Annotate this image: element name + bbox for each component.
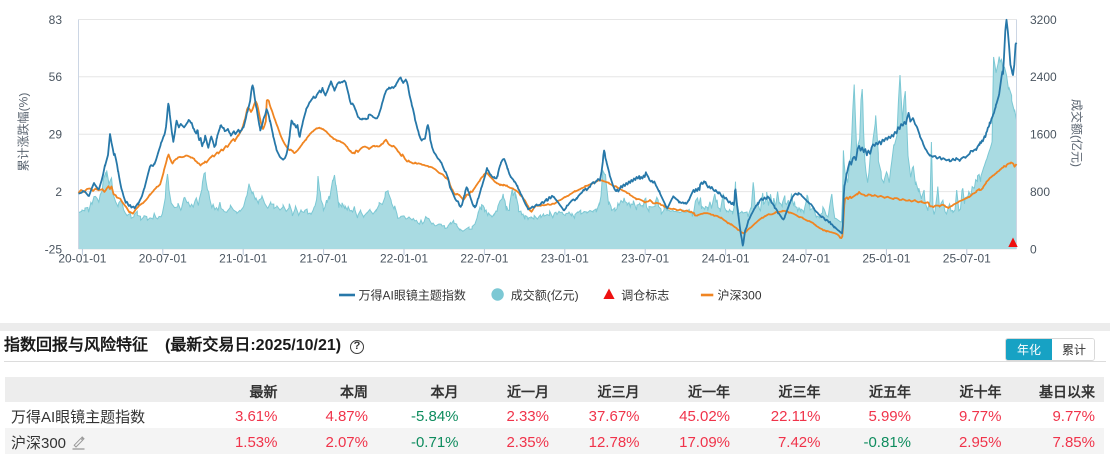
svg-text:0: 0 <box>1030 242 1037 256</box>
svg-text:万得AI眼镜主题指数: 万得AI眼镜主题指数 <box>359 288 466 303</box>
svg-text:沪深300: 沪深300 <box>718 289 762 303</box>
svg-text:3200: 3200 <box>1030 13 1057 27</box>
svg-text:23-01-01: 23-01-01 <box>541 252 589 266</box>
svg-text:成交额(亿元): 成交额(亿元) <box>511 288 579 303</box>
svg-text:成交额(亿元): 成交额(亿元) <box>1070 99 1085 167</box>
svg-text:25-07-01: 25-07-01 <box>943 252 991 266</box>
svg-text:2: 2 <box>55 185 62 199</box>
svg-text:83: 83 <box>49 13 63 27</box>
svg-text:20-01-01: 20-01-01 <box>58 252 106 266</box>
svg-text:23-07-01: 23-07-01 <box>621 252 669 266</box>
svg-text:56: 56 <box>49 70 63 84</box>
svg-text:20-07-01: 20-07-01 <box>139 252 187 266</box>
svg-text:25-01-01: 25-01-01 <box>862 252 910 266</box>
svg-text:22-01-01: 22-01-01 <box>380 252 428 266</box>
svg-text:800: 800 <box>1030 185 1050 199</box>
svg-text:-25: -25 <box>45 242 63 256</box>
svg-text:21-01-01: 21-01-01 <box>219 252 267 266</box>
svg-text:21-07-01: 21-07-01 <box>300 252 348 266</box>
svg-text:调仓标志: 调仓标志 <box>621 289 669 303</box>
svg-text:2400: 2400 <box>1030 70 1057 84</box>
svg-text:累计涨跌幅(%): 累计涨跌幅(%) <box>16 93 31 172</box>
svg-text:29: 29 <box>49 128 63 142</box>
svg-text:24-01-01: 24-01-01 <box>702 252 750 266</box>
svg-text:22-07-01: 22-07-01 <box>460 252 508 266</box>
svg-text:24-07-01: 24-07-01 <box>782 252 830 266</box>
svg-text:1600: 1600 <box>1030 128 1057 142</box>
